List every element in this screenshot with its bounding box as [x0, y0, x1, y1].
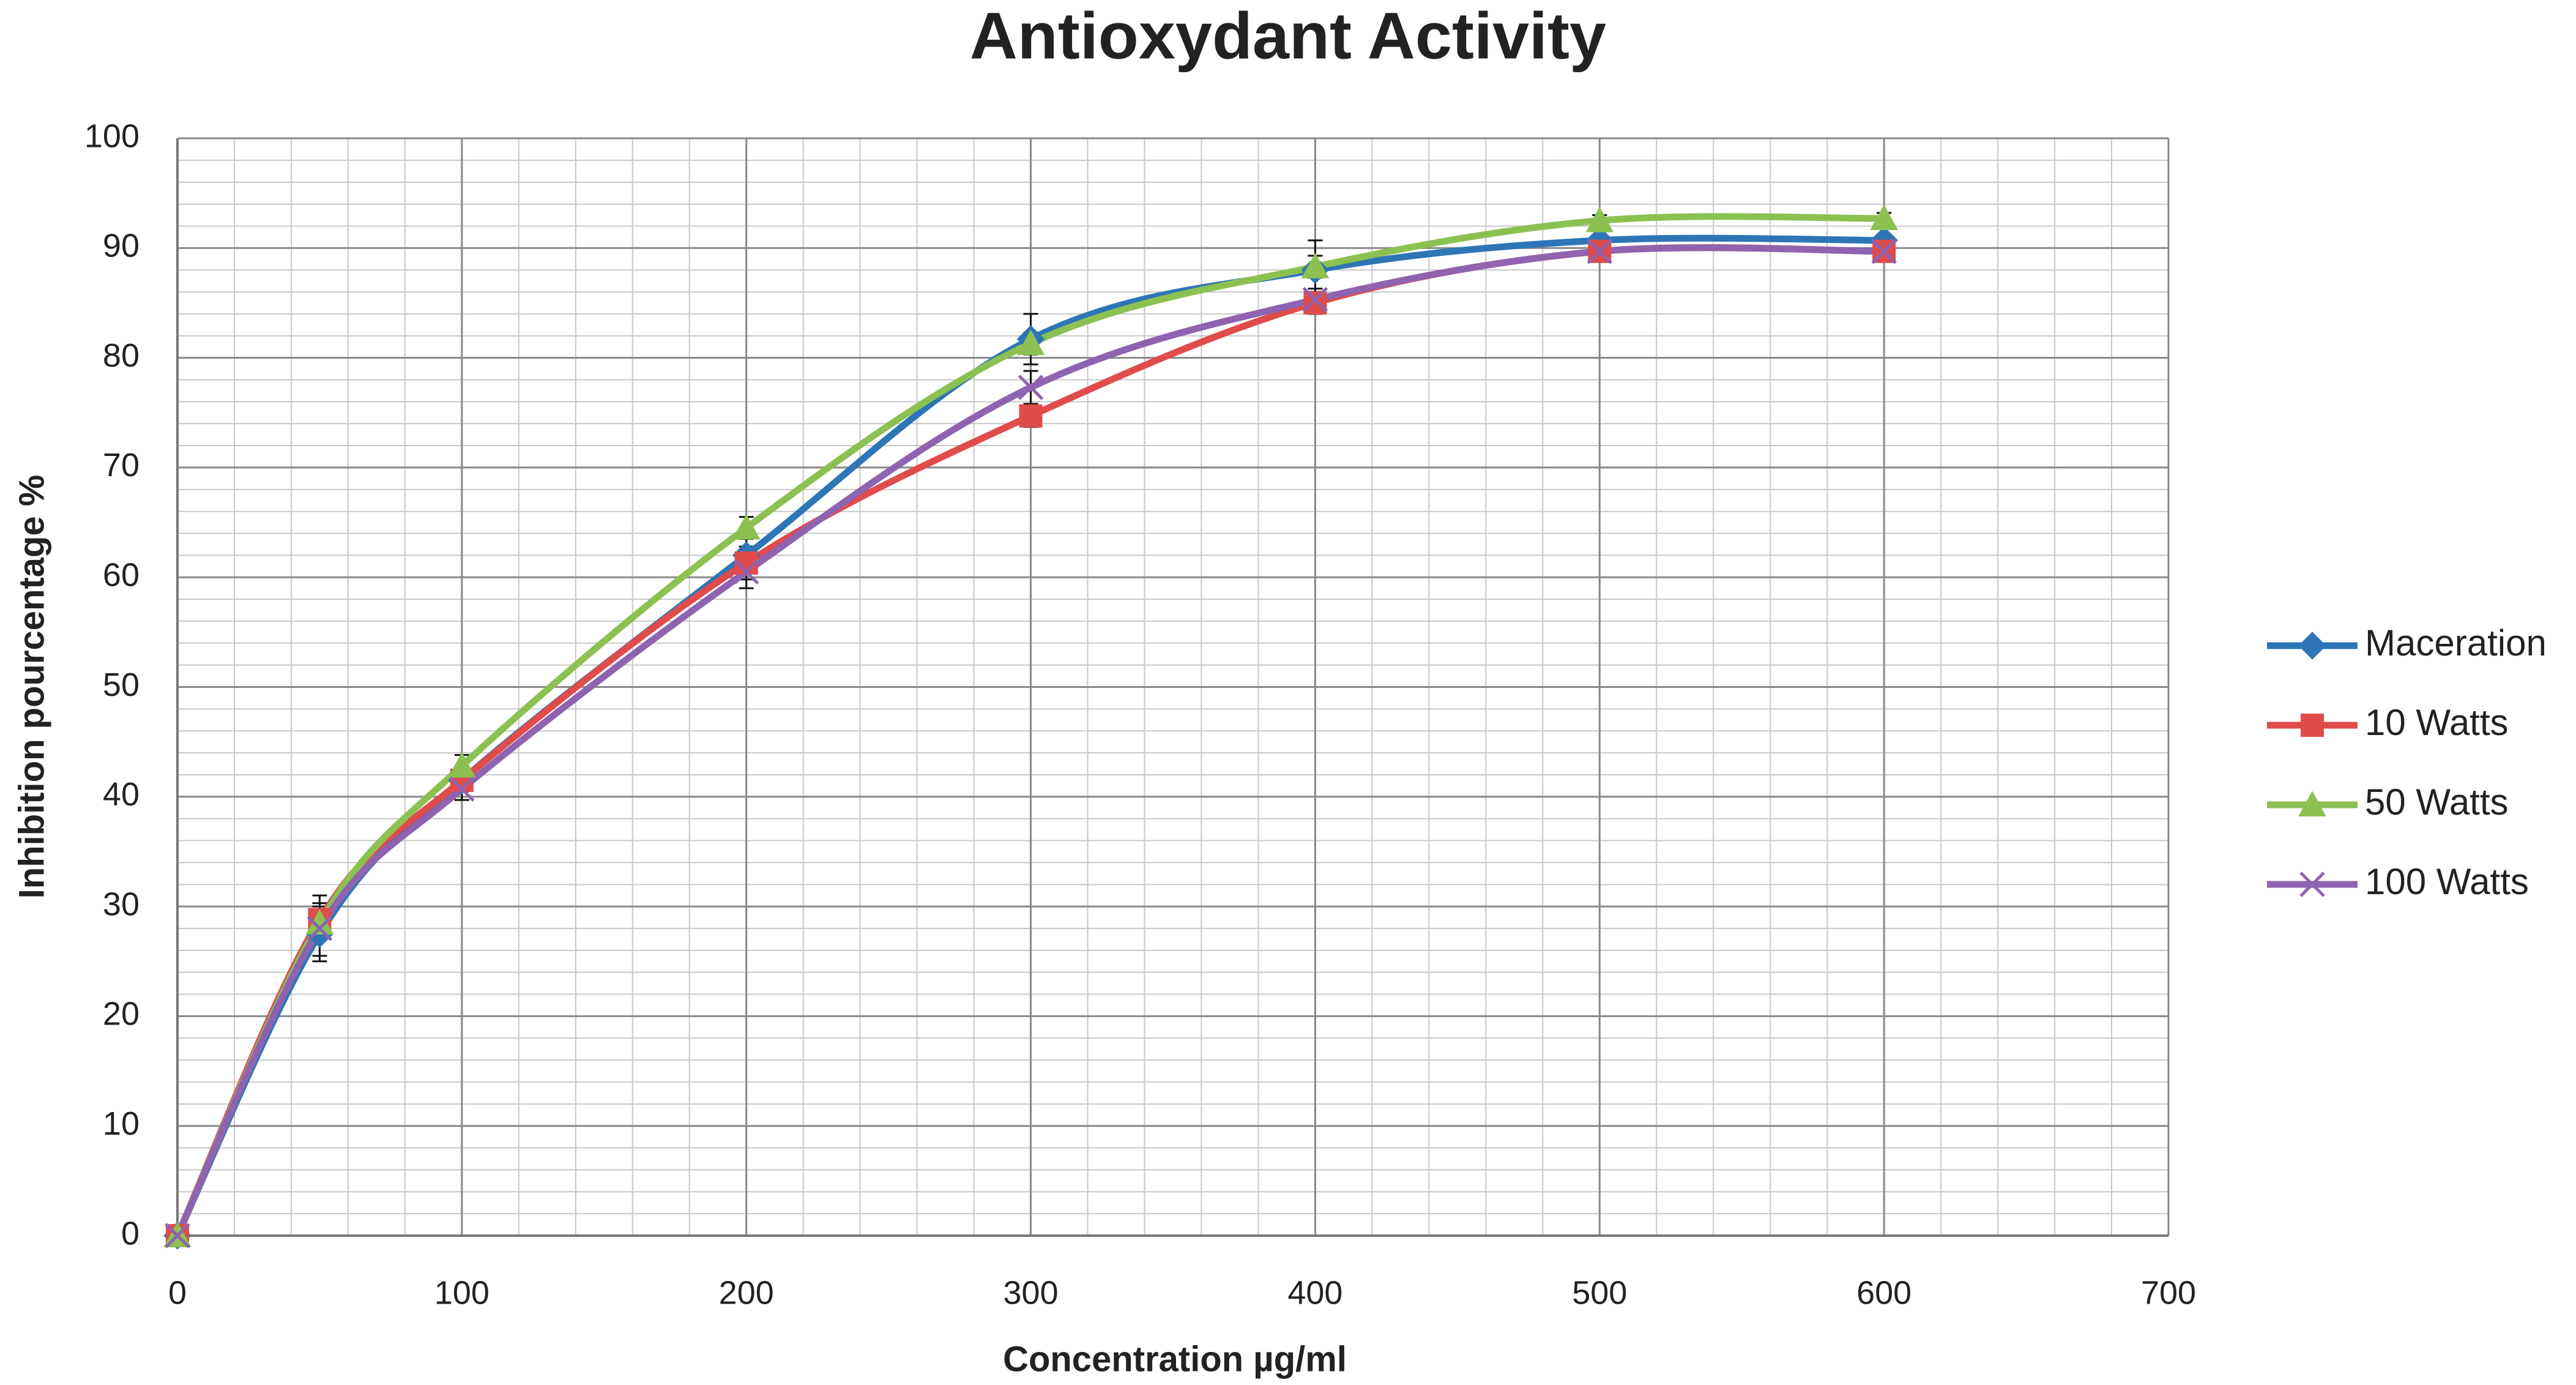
legend-label: 10 Watts — [2365, 702, 2509, 743]
marker — [449, 776, 475, 802]
marker — [1018, 375, 1044, 400]
marker — [1870, 204, 1898, 230]
marker — [732, 513, 761, 540]
y-axis-label: Inhibition pourcentage % — [12, 475, 51, 899]
y-tick-label: 80 — [103, 337, 140, 374]
marker — [448, 752, 476, 778]
x-tick-label: 0 — [168, 1274, 187, 1311]
legend-marker — [2298, 791, 2326, 816]
marker — [1016, 329, 1045, 356]
y-tick-label: 50 — [103, 666, 140, 703]
legend-marker — [2298, 632, 2326, 660]
y-tick-label: 100 — [84, 118, 140, 154]
x-tick-label: 700 — [2141, 1274, 2196, 1311]
legend-marker — [2299, 872, 2325, 897]
legend-marker — [2301, 714, 2324, 737]
marker — [733, 559, 759, 585]
y-tick-label: 70 — [103, 447, 140, 483]
y-tick-label: 10 — [103, 1105, 140, 1142]
x-tick-label: 600 — [1856, 1274, 1912, 1311]
legend-label: Maceration — [2365, 622, 2547, 663]
legend-label: 100 Watts — [2365, 861, 2529, 902]
marker — [1871, 238, 1897, 264]
x-tick-label: 500 — [1572, 1274, 1627, 1311]
marker — [1587, 238, 1613, 264]
x-axis-label: Concentration µg/ml — [1003, 1339, 1347, 1379]
marker — [1019, 404, 1043, 428]
x-tick-label: 300 — [1003, 1274, 1059, 1311]
marker — [307, 916, 333, 941]
marker — [1302, 286, 1328, 313]
y-tick-label: 0 — [121, 1215, 140, 1252]
marker — [1303, 291, 1327, 315]
legend-label: 50 Watts — [2365, 782, 2509, 823]
marker — [305, 909, 334, 935]
y-tick-label: 40 — [103, 776, 140, 813]
y-tick-label: 30 — [103, 886, 140, 922]
chart-title: Antioxydant Activity — [970, 0, 1606, 73]
x-tick-label: 100 — [434, 1274, 490, 1311]
y-tick-label: 20 — [103, 996, 140, 1032]
marker — [165, 1223, 190, 1249]
y-tick-label: 90 — [103, 228, 140, 264]
x-tick-label: 400 — [1287, 1274, 1342, 1311]
marker — [1301, 252, 1330, 278]
y-tick-label: 60 — [103, 556, 140, 593]
marker — [1585, 206, 1614, 233]
series-line — [174, 244, 1885, 1238]
x-tick-label: 200 — [719, 1274, 774, 1311]
series-line — [174, 213, 1885, 1238]
